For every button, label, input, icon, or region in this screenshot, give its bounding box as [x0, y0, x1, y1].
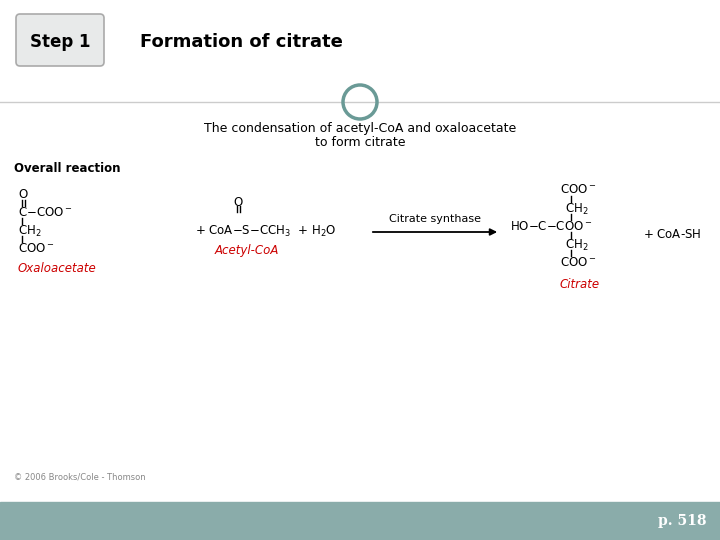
Text: Oxaloacetate: Oxaloacetate: [18, 262, 96, 275]
Text: Acetyl-CoA: Acetyl-CoA: [215, 244, 279, 257]
Text: O: O: [233, 196, 242, 209]
Text: CH$_2$: CH$_2$: [565, 202, 588, 217]
Text: p. 518: p. 518: [657, 514, 706, 528]
Text: Citrate: Citrate: [560, 278, 600, 291]
Text: The condensation of acetyl-CoA and oxaloacetate: The condensation of acetyl-CoA and oxalo…: [204, 122, 516, 135]
Text: Step 1: Step 1: [30, 33, 90, 51]
Text: Citrate synthase: Citrate synthase: [389, 214, 481, 224]
Text: HO$-$C$-$COO$^-$: HO$-$C$-$COO$^-$: [510, 220, 593, 233]
Text: COO$^-$: COO$^-$: [560, 256, 596, 269]
Text: CH$_2$: CH$_2$: [18, 224, 42, 239]
Text: $+$ CoA$-$S$-$CCH$_3$  $+$ H$_2$O: $+$ CoA$-$S$-$CCH$_3$ $+$ H$_2$O: [195, 224, 336, 239]
Text: © 2006 Brooks/Cole - Thomson: © 2006 Brooks/Cole - Thomson: [14, 472, 145, 481]
Text: O: O: [18, 188, 27, 201]
Text: to form citrate: to form citrate: [315, 136, 405, 149]
Text: CH$_2$: CH$_2$: [565, 238, 588, 253]
Bar: [0, 502, 720, 540]
Text: $+$ CoA-SH: $+$ CoA-SH: [643, 228, 701, 241]
Text: C$\mathsf{-}$COO$^-$: C$\mathsf{-}$COO$^-$: [18, 206, 73, 219]
Text: Overall reaction: Overall reaction: [14, 162, 120, 175]
Text: Formation of citrate: Formation of citrate: [140, 33, 343, 51]
FancyBboxPatch shape: [16, 14, 104, 66]
Text: COO$^-$: COO$^-$: [18, 242, 55, 255]
Text: COO$^-$: COO$^-$: [560, 183, 596, 196]
